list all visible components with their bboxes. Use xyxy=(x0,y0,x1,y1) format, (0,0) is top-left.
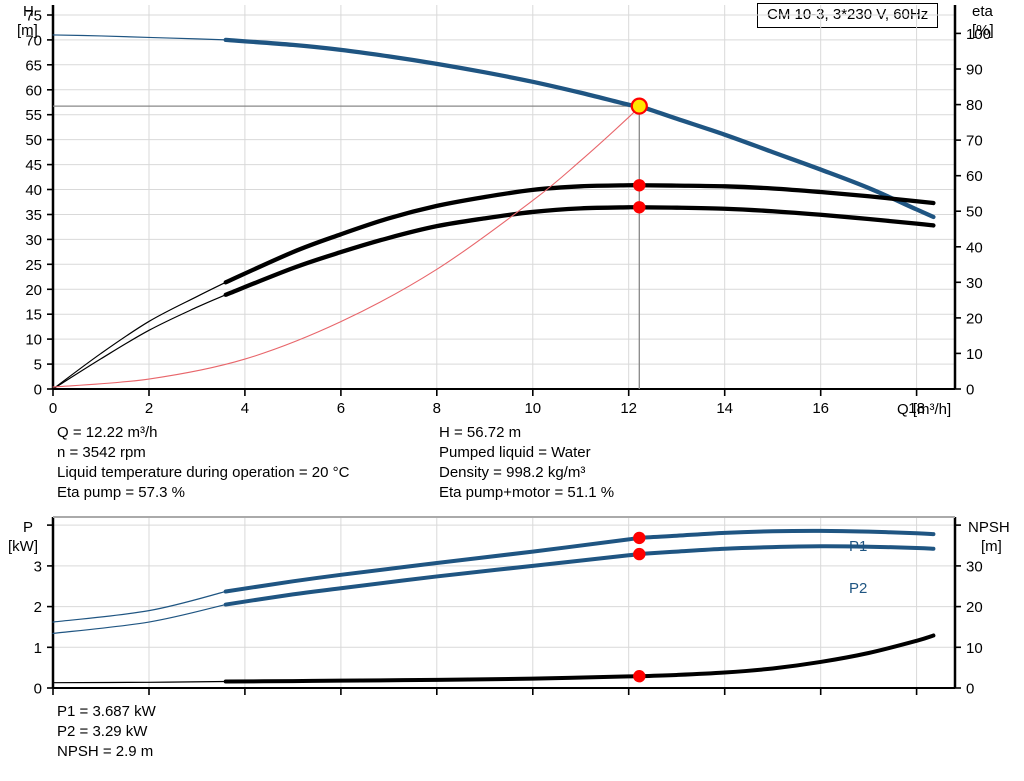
tick-label-left: 2 xyxy=(34,599,42,616)
crosshair xyxy=(53,105,640,389)
tick-label-right: 30 xyxy=(966,275,983,292)
info-p2: P2 = 3.29 kW xyxy=(57,723,148,740)
tick-label-left: 25 xyxy=(25,257,42,274)
tick-label-right: 80 xyxy=(966,97,983,114)
head-eta-chart: 0510152025303540455055606570750102030405… xyxy=(25,5,991,418)
tick-label-left: 65 xyxy=(25,57,42,74)
tick-label-left: 1 xyxy=(34,640,42,657)
tick-label-x: 2 xyxy=(145,400,153,417)
info-n: n = 3542 rpm xyxy=(57,444,146,461)
tick-label-right: 40 xyxy=(966,239,983,256)
markers-group xyxy=(630,97,648,214)
tick-label-right: 50 xyxy=(966,204,983,221)
axes xyxy=(51,516,957,689)
bottom-chart-y-right-unit: [m] xyxy=(981,538,1002,555)
info-p1: P1 = 3.687 kW xyxy=(57,703,156,720)
tick-label-left: 5 xyxy=(34,357,42,374)
curve-p2 xyxy=(52,603,227,635)
info-density: Density = 998.2 kg/m³ xyxy=(439,464,586,481)
bottom-chart-y-left-title: P xyxy=(23,519,34,536)
info-eta-pump-motor: Eta pump+motor = 51.1 % xyxy=(439,484,615,501)
info-pumped-liquid: Pumped liquid = Water xyxy=(439,444,591,461)
curve-eta-pump-motor-curve xyxy=(223,205,936,297)
tick-label-x: 0 xyxy=(49,400,57,417)
tick-marks: 0510152025303540455055606570750102030405… xyxy=(25,8,991,418)
info-liquid-temperature: Liquid temperature during operation = 20… xyxy=(57,464,350,481)
tick-label-left: 20 xyxy=(25,282,42,299)
curve-eta-pump-curve xyxy=(223,183,936,285)
tick-label-left: 75 xyxy=(25,8,42,25)
tick-label-left: 35 xyxy=(25,207,42,224)
info-q: Q = 12.22 m³/h xyxy=(57,424,158,441)
info-h: H = 56.72 m xyxy=(439,424,522,441)
tick-label-right: 30 xyxy=(966,558,983,575)
tick-label-right: 10 xyxy=(966,346,983,363)
tick-label-x: 8 xyxy=(433,400,441,417)
bottom-chart-y-left-unit: [kW] xyxy=(8,538,38,555)
tick-label-left: 0 xyxy=(34,681,42,698)
tick-label-left: 70 xyxy=(25,32,42,49)
tick-label-left: 30 xyxy=(25,232,42,249)
tick-label-right: 70 xyxy=(966,133,983,150)
duty-point-marker[interactable] xyxy=(630,97,648,115)
npsh-point-marker[interactable] xyxy=(633,670,646,683)
curve-h-head-curve xyxy=(52,34,227,41)
tick-label-x: 16 xyxy=(812,400,829,417)
curve-h-head-curve xyxy=(223,37,936,220)
eta-pump-point-marker[interactable] xyxy=(633,179,646,192)
tick-label-left: 45 xyxy=(25,157,42,174)
curve-npsh xyxy=(223,633,936,684)
top-chart-y-right-unit: [%] xyxy=(972,22,994,39)
tick-label-left: 60 xyxy=(25,82,42,99)
tick-label-x: 10 xyxy=(524,400,541,417)
curve-system-duty-curve xyxy=(52,105,640,388)
tick-label-x: 12 xyxy=(620,400,637,417)
curve-p1 xyxy=(52,590,227,623)
tick-label-left: 15 xyxy=(25,307,42,324)
gridlines xyxy=(52,5,955,390)
p1-point-marker[interactable] xyxy=(633,531,646,545)
tick-label-left: 0 xyxy=(34,382,42,399)
tick-label-x: 6 xyxy=(337,400,345,417)
p1-curve-label: P1 xyxy=(849,538,868,555)
series-group xyxy=(52,34,936,390)
tick-label-right: 60 xyxy=(966,168,983,185)
info-eta-pump: Eta pump = 57.3 % xyxy=(57,484,185,501)
info-npsh: NPSH = 2.9 m xyxy=(57,743,154,760)
tick-label-left: 3 xyxy=(34,558,42,575)
curve-eta-pump-curve xyxy=(52,281,227,390)
tick-label-left: 50 xyxy=(25,132,42,149)
tick-label-left: 10 xyxy=(25,332,42,349)
bottom-chart-y-right-title: NPSH xyxy=(968,519,1010,536)
p2-point-marker[interactable] xyxy=(633,547,646,561)
top-chart-y-right-title: eta xyxy=(972,3,993,20)
eta-pump-motor-point-marker[interactable] xyxy=(633,201,646,214)
tick-label-right: 20 xyxy=(966,310,983,327)
tick-label-x: 14 xyxy=(716,400,733,417)
tick-label-right: 20 xyxy=(966,599,983,616)
curve-npsh xyxy=(52,680,227,684)
top-chart-x-title: Q [m³/h] xyxy=(897,401,952,418)
top-chart-y-left-unit: [m] xyxy=(17,22,38,39)
top-chart-y-left-title: H xyxy=(23,3,34,20)
curve-eta-pump-motor-curve xyxy=(52,294,227,390)
tick-label-right: 10 xyxy=(966,640,983,657)
tick-label-left: 40 xyxy=(25,182,42,199)
tick-label-right: 0 xyxy=(966,681,974,698)
tick-label-x: 4 xyxy=(241,400,249,417)
axes xyxy=(51,5,957,390)
tick-label-right: 0 xyxy=(966,382,974,399)
markers-group xyxy=(633,531,646,683)
tick-label-x: 18 xyxy=(908,400,925,417)
tick-label-right: 90 xyxy=(966,62,983,79)
p2-curve-label: P2 xyxy=(849,580,868,597)
tick-label-left: 55 xyxy=(25,107,42,124)
tick-label-right: 100 xyxy=(966,26,991,43)
